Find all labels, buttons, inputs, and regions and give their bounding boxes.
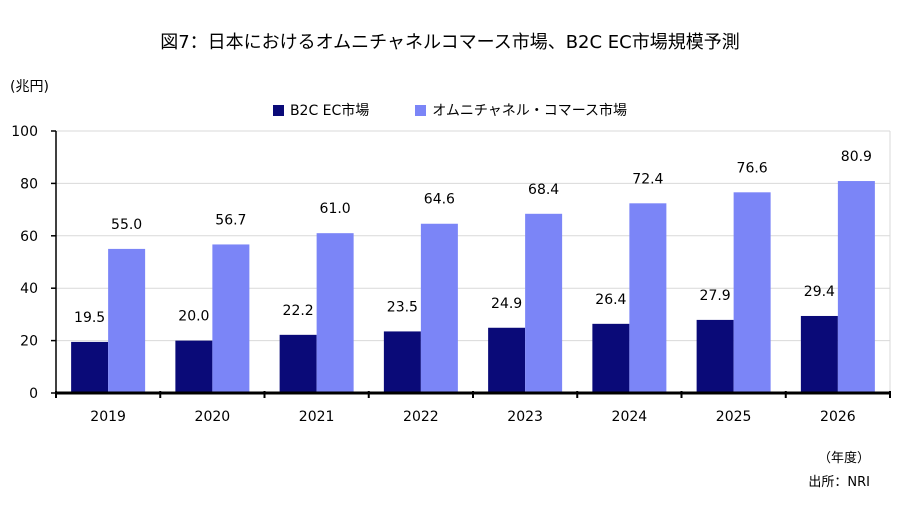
- data-label: 29.4: [804, 284, 835, 300]
- data-label: 22.2: [283, 303, 314, 319]
- y-tick-label: 40: [20, 281, 38, 297]
- data-label: 56.7: [215, 212, 246, 228]
- bar-omni: [212, 244, 250, 393]
- data-label: 19.5: [74, 310, 105, 326]
- data-label: 23.5: [387, 299, 418, 315]
- x-tick-label: 2019: [90, 409, 126, 425]
- x-tick-label: 2022: [403, 409, 439, 425]
- bar-b2c: [488, 327, 526, 393]
- bar-omni: [420, 223, 458, 393]
- data-label: 27.9: [700, 288, 731, 304]
- source-note: 出所：NRI: [808, 475, 870, 490]
- legend: B2C EC市場 オムニチャネル・コマース市場: [0, 100, 900, 120]
- bar-b2c: [592, 323, 630, 393]
- legend-label-b2c: B2C EC市場: [289, 103, 370, 119]
- y-tick-label: 20: [20, 334, 38, 350]
- bar-omni: [837, 181, 875, 393]
- bar-b2c: [696, 319, 734, 393]
- bar-b2c: [71, 341, 109, 393]
- bar-b2c: [383, 331, 421, 393]
- data-label: 76.6: [737, 160, 768, 176]
- legend-item-omni: オムニチャネル・コマース市場: [415, 100, 627, 120]
- data-label: 20.0: [178, 309, 209, 325]
- data-label: 64.6: [424, 192, 455, 208]
- x-tick-label: 2020: [195, 409, 231, 425]
- data-label: 24.9: [491, 296, 522, 312]
- data-label: 26.4: [595, 292, 626, 308]
- data-label: 68.4: [528, 182, 559, 198]
- bar-omni: [629, 203, 667, 393]
- bar-b2c: [800, 315, 838, 393]
- chart-title: 図7：日本におけるオムニチャネルコマース市場、B2C EC市場規模予測: [160, 32, 740, 53]
- x-tick-label: 2026: [820, 409, 856, 425]
- data-label: 72.4: [632, 171, 663, 187]
- y-tick-label: 80: [20, 176, 38, 192]
- data-label: 55.0: [111, 217, 142, 233]
- legend-swatch-omni: [415, 104, 427, 116]
- bar-omni: [525, 213, 563, 393]
- bar-omni: [316, 233, 354, 393]
- bar-b2c: [279, 334, 317, 393]
- x-tick-label: 2021: [299, 409, 335, 425]
- x-tick-label: 2023: [507, 409, 543, 425]
- y-tick-label: 0: [29, 386, 38, 402]
- bar-b2c: [175, 340, 213, 393]
- y-axis-unit-label: (兆円): [10, 79, 49, 95]
- y-tick-label: 60: [20, 229, 38, 245]
- legend-label-omni: オムニチャネル・コマース市場: [432, 103, 628, 119]
- x-tick-label: 2024: [612, 409, 648, 425]
- y-tick-label: 100: [11, 124, 38, 140]
- legend-item-b2c: B2C EC市場: [272, 100, 370, 120]
- x-axis-unit-label: （年度）: [817, 451, 870, 466]
- x-tick-label: 2025: [716, 409, 752, 425]
- data-label: 80.9: [841, 149, 872, 165]
- legend-swatch-b2c: [272, 104, 284, 116]
- data-label: 61.0: [320, 201, 351, 217]
- bar-omni: [108, 248, 146, 393]
- bar-omni: [733, 192, 771, 393]
